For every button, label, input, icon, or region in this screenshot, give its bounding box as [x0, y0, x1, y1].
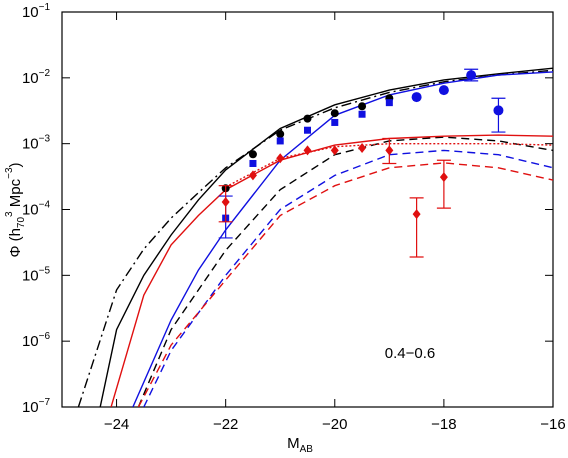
y-tick-label: 10−6: [22, 331, 51, 350]
data-point: [412, 209, 421, 220]
data-point: [249, 159, 257, 167]
data-point: [248, 150, 257, 159]
data-point: [276, 137, 284, 145]
y-tick-label: 10−5: [22, 265, 51, 284]
error-bar: [409, 197, 424, 258]
data-point: [221, 196, 230, 207]
data-point: [493, 105, 504, 116]
data-point: [276, 153, 285, 164]
plot-frame: [61, 11, 554, 408]
data-point: [303, 145, 312, 156]
model-curve: [110, 134, 553, 407]
data-point: [358, 110, 366, 118]
data-point: [330, 145, 339, 156]
data-point: [466, 70, 477, 81]
data-point: [248, 170, 257, 181]
model-curve: [132, 71, 553, 407]
data-point: [411, 92, 422, 103]
data-point: [358, 102, 367, 111]
data-point: [303, 114, 312, 123]
data-point: [304, 126, 311, 134]
data-point: [385, 99, 393, 107]
x-tick-label: −22: [213, 416, 238, 433]
data-point: [438, 85, 449, 96]
x-tick-label: −20: [322, 416, 347, 433]
x-tick-label: −18: [431, 416, 456, 433]
model-curve: [137, 162, 553, 407]
data-point: [330, 109, 339, 118]
y-tick-label: 10−3: [22, 134, 51, 153]
error-bar: [436, 159, 451, 209]
annotation: 0.4−0.6: [385, 345, 435, 362]
model-curve: [143, 149, 553, 407]
y-tick-label: 10−7: [22, 397, 51, 416]
y-tick-label: 10−4: [22, 200, 51, 219]
plot-area: [77, 67, 553, 407]
y-tick-label: 10−2: [22, 68, 51, 87]
model-curve: [137, 136, 553, 407]
y-tick-label: 10−1: [22, 2, 51, 21]
data-point: [276, 130, 285, 139]
model-curve: [77, 69, 553, 407]
data-point: [439, 172, 448, 183]
x-axis-label: MAB: [287, 435, 313, 455]
data-point: [385, 145, 394, 156]
data-point: [331, 118, 339, 126]
data-point: [358, 142, 367, 153]
x-tick-label: −16: [540, 416, 565, 433]
y-axis-label: Φ (h703 Mpc−3): [4, 162, 27, 257]
x-tick-label: −24: [104, 416, 129, 433]
